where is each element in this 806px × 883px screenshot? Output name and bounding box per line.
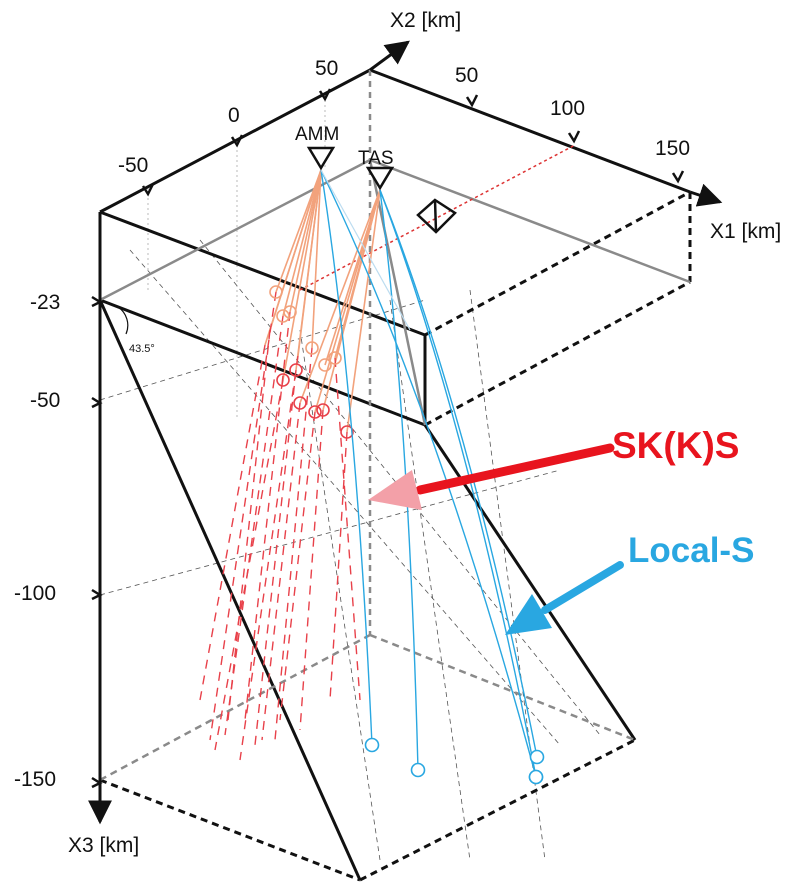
sks-event-circle-icon [276, 309, 290, 323]
sks-ray-deep-segment [227, 329, 271, 721]
legend-sks: SK(K)S [612, 425, 739, 466]
x3-axis-title: X3 [km] [68, 834, 139, 857]
station-triangle-icon [306, 146, 336, 171]
station-label-tas: TAS [358, 148, 394, 169]
sks-event-circle-icon [340, 425, 354, 439]
sks-ray-deep-segment [199, 344, 266, 701]
sks-ray-deep-segment [334, 357, 361, 701]
sks-ray-segment [282, 169, 322, 317]
local-s-ray [320, 169, 373, 746]
legend-local-s: Local-S [628, 531, 754, 570]
grid-lines [99, 95, 601, 861]
sks-ray-deep-segment [244, 311, 291, 721]
sks-ray-deep-segment [224, 315, 284, 736]
local-s-ray [379, 189, 537, 778]
x1-tick-label: 100 [550, 97, 585, 120]
x2-tick-label: 50 [315, 57, 338, 80]
x1-tick-label: 150 [655, 137, 690, 160]
sks-ray-deep-segment [279, 411, 316, 721]
model-box-grey-edges [99, 70, 691, 782]
local-s-rays [320, 169, 545, 785]
sks-ray-segment [346, 189, 381, 433]
local-s-ray-light [320, 169, 411, 331]
sks-event-circle-icon [318, 358, 332, 372]
sks-ray-segment [282, 169, 322, 381]
x1-axis-title: X1 [km] [710, 220, 781, 243]
x2-tick-label: -50 [118, 154, 148, 177]
model-box [98, 68, 692, 882]
dip-angle-label: 43.5° [129, 343, 155, 355]
sks-event-circle-icon [308, 405, 322, 419]
sks-ray-segment [295, 169, 322, 371]
sks-ray-deep-segment [299, 409, 324, 731]
sks-rays [199, 169, 381, 761]
station-amm [306, 146, 336, 171]
sks-event-circle-icon [289, 363, 303, 377]
dip-angle-arc [117, 306, 129, 335]
sks-ray-segment [264, 169, 322, 346]
axes [88, 40, 723, 825]
station-label-amm: AMM [295, 124, 339, 145]
local-s-ray [320, 169, 537, 778]
local-s-ray [379, 189, 538, 758]
projection-line [299, 144, 576, 291]
local-s-event-circle-icon [528, 769, 544, 785]
sks-event-circle-icon [328, 351, 342, 365]
station-triangle-icon [365, 166, 395, 191]
sks-ray-deep-segment [209, 291, 277, 741]
sks-event-circle-icon [276, 373, 290, 387]
x2-axis-title: X2 [km] [390, 9, 461, 32]
sks-event-circle-icon [316, 403, 330, 417]
x2-tick-label: 0 [228, 104, 240, 127]
sks-arrow-icon [368, 443, 615, 510]
x3-tick-label: -23 [30, 291, 60, 314]
sks-ray-segment [311, 169, 322, 349]
tick-marks [91, 88, 685, 789]
sks-ray-deep-segment [274, 347, 313, 741]
sks-ray-deep-segment [329, 431, 348, 701]
local-s-event-circle-icon [410, 762, 426, 778]
sks-ray-segment [322, 189, 381, 411]
x3-tick-label: -50 [30, 389, 60, 412]
sks-event-circle-icon [283, 305, 297, 319]
local-s-ray [379, 189, 419, 771]
sks-event-circle-icon [269, 285, 283, 299]
x1-tick-label: 50 [455, 64, 478, 87]
sks-ray-deep-segment [239, 355, 299, 761]
sks-ray-segment [299, 189, 381, 404]
station-tas [365, 166, 395, 191]
local-s-arrow-icon [505, 561, 624, 635]
x3-tick-label: -100 [14, 582, 56, 605]
local-s-event-circle-icon [529, 749, 545, 765]
x3-tick-label: -150 [14, 768, 56, 791]
sks-ray-segment [289, 169, 322, 313]
local-s-event-circle-icon [364, 737, 380, 753]
sks-ray-segment [275, 169, 322, 293]
sks-event-circle-icon [293, 396, 307, 410]
sks-ray-segment [314, 189, 381, 413]
sks-event-circle-icon [305, 341, 319, 355]
event-diamond-icon [416, 198, 457, 234]
x2-axis [369, 40, 410, 72]
sks-ray-deep-segment [261, 402, 301, 741]
x1-axis [689, 183, 723, 207]
